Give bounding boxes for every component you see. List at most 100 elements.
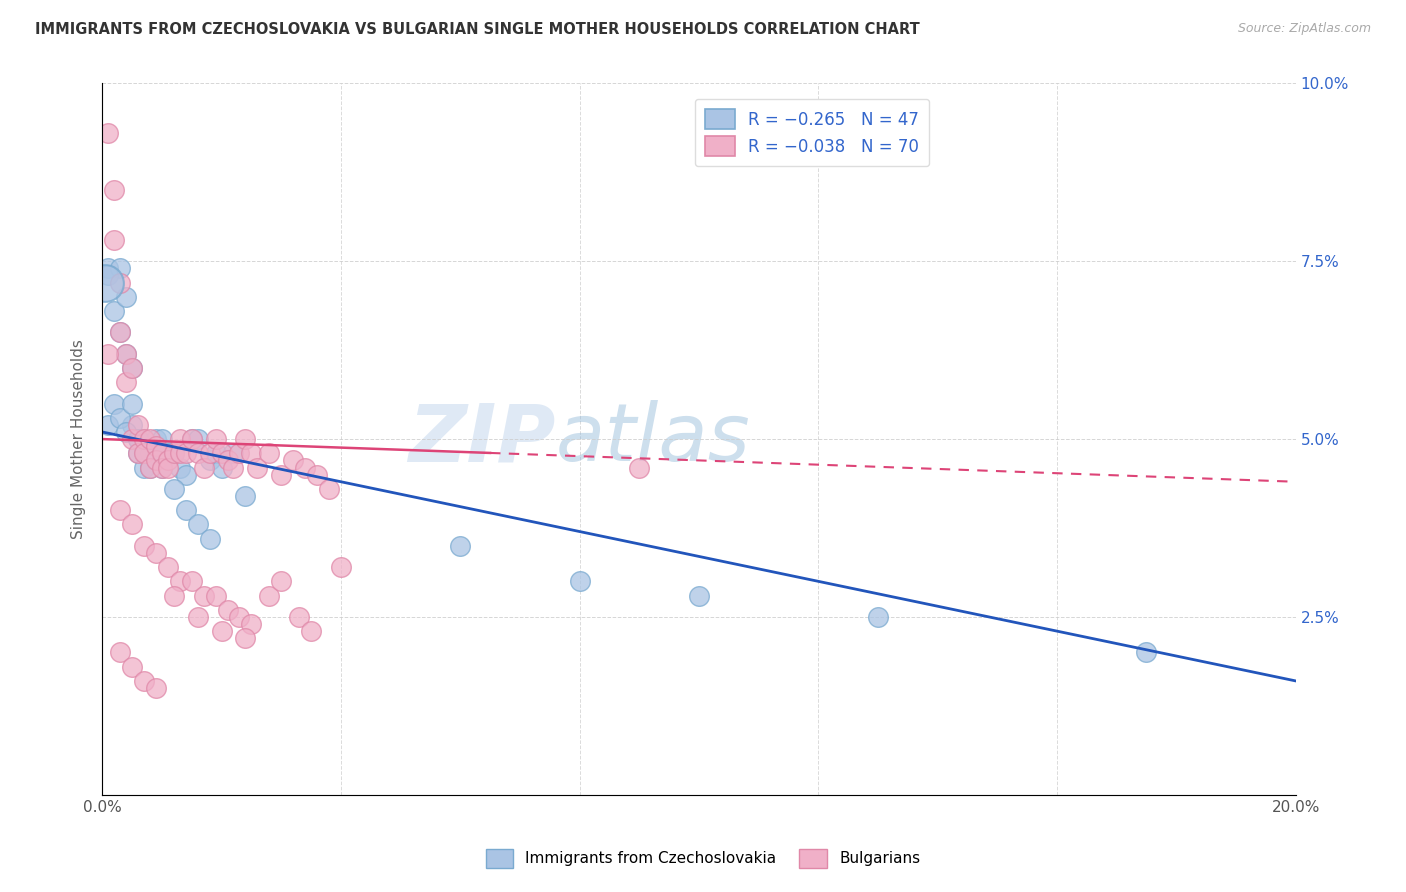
Point bbox=[115, 347, 138, 361]
Point bbox=[305, 467, 328, 482]
Point bbox=[156, 460, 179, 475]
Point bbox=[103, 396, 125, 410]
Point bbox=[132, 460, 155, 475]
Point bbox=[217, 603, 239, 617]
Point bbox=[108, 326, 131, 340]
Point bbox=[180, 432, 202, 446]
Point bbox=[198, 453, 221, 467]
Text: ZIP: ZIP bbox=[408, 401, 555, 478]
Point bbox=[97, 261, 120, 276]
Point bbox=[150, 432, 173, 446]
Point bbox=[187, 517, 209, 532]
Point bbox=[240, 446, 263, 460]
Point bbox=[139, 460, 162, 475]
Point bbox=[121, 659, 143, 673]
Point bbox=[270, 467, 292, 482]
Point bbox=[169, 460, 191, 475]
Text: Source: ZipAtlas.com: Source: ZipAtlas.com bbox=[1237, 22, 1371, 36]
Point bbox=[174, 446, 197, 460]
Point bbox=[180, 574, 202, 589]
Point bbox=[187, 432, 209, 446]
Point bbox=[127, 432, 149, 446]
Point bbox=[145, 432, 167, 446]
Point bbox=[198, 446, 221, 460]
Legend: R = −0.265   N = 47, R = −0.038   N = 70: R = −0.265 N = 47, R = −0.038 N = 70 bbox=[695, 99, 929, 166]
Point bbox=[259, 589, 281, 603]
Point bbox=[150, 446, 173, 460]
Point bbox=[198, 532, 221, 546]
Point bbox=[150, 460, 173, 475]
Legend: Immigrants from Czechoslovakia, Bulgarians: Immigrants from Czechoslovakia, Bulgaria… bbox=[479, 843, 927, 873]
Point bbox=[108, 276, 131, 290]
Point bbox=[145, 453, 167, 467]
Point bbox=[211, 446, 233, 460]
Point bbox=[299, 624, 322, 639]
Point bbox=[121, 432, 143, 446]
Point bbox=[318, 482, 340, 496]
Point bbox=[103, 183, 125, 197]
Point bbox=[246, 460, 269, 475]
Point bbox=[628, 460, 651, 475]
Point bbox=[174, 503, 197, 517]
Text: IMMIGRANTS FROM CZECHOSLOVAKIA VS BULGARIAN SINGLE MOTHER HOUSEHOLDS CORRELATION: IMMIGRANTS FROM CZECHOSLOVAKIA VS BULGAR… bbox=[35, 22, 920, 37]
Point bbox=[127, 417, 149, 432]
Point bbox=[132, 432, 155, 446]
Y-axis label: Single Mother Households: Single Mother Households bbox=[72, 339, 86, 539]
Point bbox=[150, 446, 173, 460]
Point bbox=[132, 539, 155, 553]
Point bbox=[163, 482, 186, 496]
Point bbox=[150, 460, 173, 475]
Point bbox=[235, 489, 257, 503]
Point bbox=[121, 360, 143, 375]
Point bbox=[156, 446, 179, 460]
Point bbox=[132, 446, 155, 460]
Point bbox=[127, 446, 149, 460]
Point bbox=[688, 589, 710, 603]
Point bbox=[180, 432, 202, 446]
Point bbox=[240, 617, 263, 632]
Point bbox=[108, 503, 131, 517]
Point bbox=[108, 326, 131, 340]
Point bbox=[866, 610, 889, 624]
Point bbox=[115, 290, 138, 304]
Point bbox=[217, 453, 239, 467]
Point bbox=[211, 624, 233, 639]
Point bbox=[270, 574, 292, 589]
Point bbox=[174, 467, 197, 482]
Point bbox=[127, 446, 149, 460]
Point bbox=[169, 432, 191, 446]
Point bbox=[103, 304, 125, 318]
Point bbox=[115, 347, 138, 361]
Point bbox=[108, 261, 131, 276]
Point bbox=[145, 546, 167, 560]
Point bbox=[97, 347, 120, 361]
Point bbox=[568, 574, 591, 589]
Point bbox=[108, 410, 131, 425]
Point bbox=[222, 460, 245, 475]
Point bbox=[283, 453, 305, 467]
Point bbox=[204, 589, 226, 603]
Point bbox=[145, 453, 167, 467]
Point bbox=[156, 453, 179, 467]
Point bbox=[121, 417, 143, 432]
Point bbox=[103, 233, 125, 247]
Point bbox=[156, 560, 179, 574]
Point bbox=[294, 460, 316, 475]
Point bbox=[235, 432, 257, 446]
Point bbox=[145, 681, 167, 695]
Point bbox=[132, 446, 155, 460]
Point bbox=[329, 560, 352, 574]
Point bbox=[94, 276, 117, 290]
Point bbox=[97, 126, 120, 140]
Point bbox=[228, 446, 250, 460]
Point bbox=[108, 645, 131, 659]
Point bbox=[187, 446, 209, 460]
Point bbox=[228, 610, 250, 624]
Point bbox=[211, 460, 233, 475]
Text: atlas: atlas bbox=[555, 401, 751, 478]
Point bbox=[139, 446, 162, 460]
Point bbox=[121, 396, 143, 410]
Point bbox=[163, 589, 186, 603]
Point bbox=[115, 425, 138, 439]
Point bbox=[288, 610, 311, 624]
